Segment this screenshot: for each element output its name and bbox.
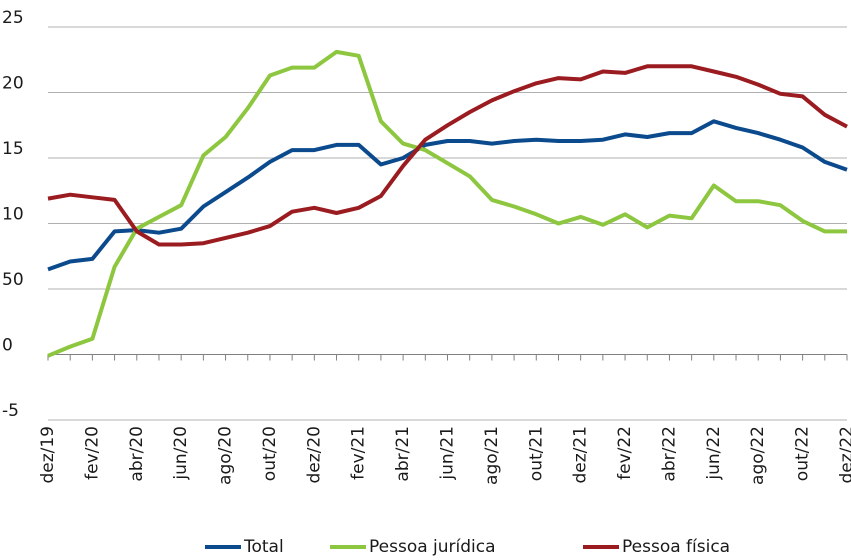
legend-label: Pessoa jurídica — [369, 537, 496, 556]
series-line — [47, 49, 847, 358]
x-tick-label: ago/20 — [216, 426, 236, 485]
y-tick-label: 25 — [2, 8, 24, 28]
x-tick-label: ago/22 — [748, 426, 768, 485]
x-tick-label: dez/21 — [571, 426, 591, 484]
x-tick-label: out/20 — [260, 426, 280, 481]
legend-label: Pessoa física — [622, 537, 730, 556]
x-tick-label: abr/20 — [127, 426, 147, 482]
y-tick-label: 0 — [2, 336, 13, 356]
x-tick-label: dez/19 — [38, 426, 58, 484]
series-line — [47, 64, 848, 247]
y-tick-label: 20 — [2, 74, 24, 94]
series-line — [47, 119, 848, 272]
x-tick-label: fev/21 — [349, 426, 369, 480]
x-tick-label: jun/20 — [171, 426, 191, 481]
y-tick-label: -5 — [2, 401, 19, 421]
y-tick-label: 50 — [2, 270, 24, 290]
x-tick-label: fev/20 — [82, 426, 102, 480]
y-tick-label: 15 — [2, 139, 24, 159]
x-tick-label: abr/22 — [659, 426, 679, 482]
x-tick-label: jun/22 — [704, 426, 724, 481]
y-tick-label: 10 — [2, 205, 24, 225]
x-tick-label: abr/21 — [393, 426, 413, 482]
x-tick-label: dez/22 — [837, 426, 851, 484]
x-tick-label: jun/21 — [438, 426, 458, 481]
x-tick-label: out/22 — [793, 426, 813, 481]
x-tick-label: ago/21 — [482, 426, 502, 485]
x-tick-label: dez/20 — [304, 426, 324, 484]
x-tick-label: fev/22 — [615, 426, 635, 480]
x-tick-label: out/21 — [526, 426, 546, 481]
legend-label: Total — [243, 537, 284, 556]
